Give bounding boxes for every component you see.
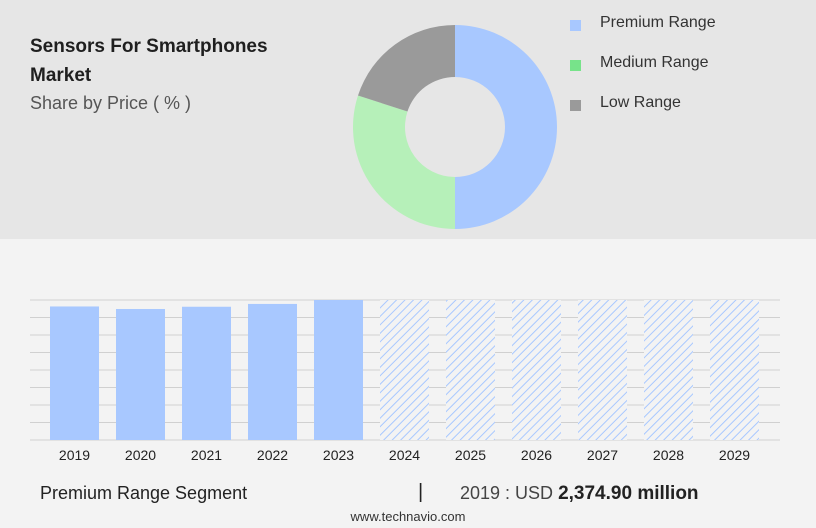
x-tick-label: 2028 bbox=[653, 447, 684, 463]
bar-rect-2022 bbox=[248, 303, 297, 440]
bar-2027[interactable] bbox=[578, 300, 627, 440]
bar-rect-2023 bbox=[314, 300, 363, 440]
bar-rect-2021 bbox=[182, 306, 231, 440]
donut-slice-low-range[interactable] bbox=[357, 25, 455, 112]
legend-swatch-low bbox=[570, 100, 581, 111]
chart-title: Sensors For Smartphones Market bbox=[30, 36, 268, 86]
x-tick-label: 2024 bbox=[389, 447, 420, 463]
bar-2025[interactable] bbox=[446, 300, 495, 440]
forecast-bar-2029 bbox=[710, 300, 759, 440]
x-tick-label: 2026 bbox=[521, 447, 552, 463]
x-tick-label: 2029 bbox=[719, 447, 750, 463]
x-tick-label: 2023 bbox=[323, 447, 354, 463]
footer-segment-label: Premium Range Segment bbox=[40, 483, 248, 503]
source-link[interactable]: www.technavio.com bbox=[350, 509, 466, 524]
chart-subtitle: Share by Price ( % ) bbox=[30, 93, 192, 113]
bar-2019[interactable] bbox=[50, 306, 99, 440]
forecast-bar-2026 bbox=[512, 300, 561, 440]
bar-2029[interactable] bbox=[710, 300, 759, 440]
forecast-bar-2027 bbox=[578, 300, 627, 440]
donut-slice-medium-range[interactable] bbox=[353, 95, 455, 229]
footer-value-amount: 2,374.90 million bbox=[558, 483, 699, 504]
x-tick-label: 2022 bbox=[257, 447, 288, 463]
bar-rect-2019 bbox=[50, 306, 99, 440]
x-tick-label: 2025 bbox=[455, 447, 486, 463]
legend-label-premium: Premium Range bbox=[600, 14, 716, 31]
bar-2022[interactable] bbox=[248, 303, 297, 440]
donut-slice-premium-range[interactable] bbox=[455, 25, 557, 229]
bar-2026[interactable] bbox=[512, 300, 561, 440]
bar-2024[interactable] bbox=[380, 300, 429, 440]
legend-swatch-medium bbox=[570, 60, 581, 71]
x-tick-label: 2027 bbox=[587, 447, 618, 463]
bar-rect-2020 bbox=[116, 308, 165, 440]
forecast-bar-2025 bbox=[446, 300, 495, 440]
footer-divider: | bbox=[418, 481, 424, 503]
legend-swatch-premium bbox=[570, 20, 581, 31]
bar-2021[interactable] bbox=[182, 306, 231, 440]
x-tick-label: 2019 bbox=[59, 447, 90, 463]
footer-value: 2019 : USD 2,374.90 million bbox=[460, 483, 699, 505]
legend-label-low: Low Range bbox=[600, 94, 681, 111]
bar-2023[interactable] bbox=[314, 300, 363, 440]
forecast-bar-2028 bbox=[644, 300, 693, 440]
x-tick-label: 2021 bbox=[191, 447, 222, 463]
bar-chart: 2019 2020 2021 2022 2023 2024 2025 2026 2027 2028… bbox=[30, 299, 780, 463]
x-tick-label: 2020 bbox=[125, 447, 156, 463]
bar-2020[interactable] bbox=[116, 308, 165, 440]
forecast-bar-2024 bbox=[380, 300, 429, 440]
footer-value-prefix: 2019 : USD bbox=[460, 483, 554, 503]
legend-label-medium: Medium Range bbox=[600, 54, 709, 71]
donut-chart bbox=[353, 25, 557, 229]
bar-2028[interactable] bbox=[644, 300, 693, 440]
